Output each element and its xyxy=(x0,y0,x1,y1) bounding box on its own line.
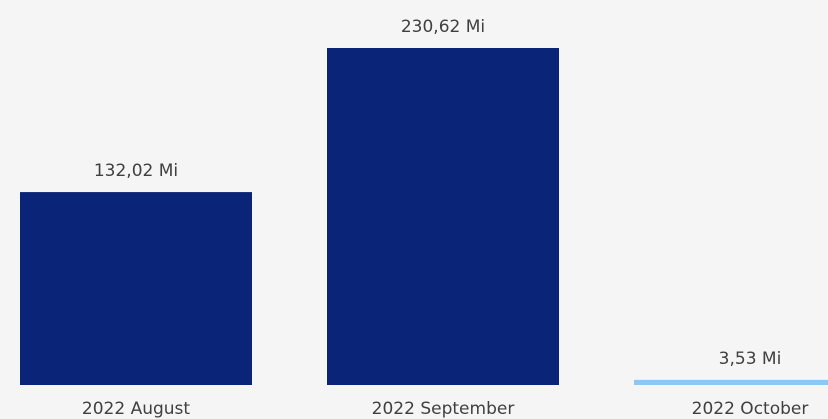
category-label-3: 2022 October xyxy=(692,399,809,419)
data-label-1: 132,02 Mi xyxy=(94,161,178,181)
category-label-2: 2022 September xyxy=(372,399,515,419)
data-labels-group: 132,02 Mi 230,62 Mi 3,53 Mi xyxy=(94,17,781,369)
bar-1[interactable] xyxy=(20,192,252,385)
bar-3[interactable] xyxy=(634,379,828,385)
bar-2[interactable] xyxy=(327,48,559,385)
category-labels-group: 2022 August 2022 September 2022 October xyxy=(82,399,808,419)
data-label-3: 3,53 Mi xyxy=(719,349,782,369)
data-label-2: 230,62 Mi xyxy=(401,17,485,37)
bars-group xyxy=(20,48,828,385)
category-label-1: 2022 August xyxy=(82,399,190,419)
